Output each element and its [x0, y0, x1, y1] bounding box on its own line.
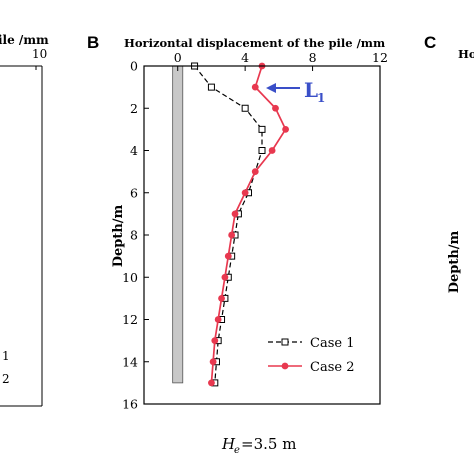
middle-panel: B Horizontal displacement of the pile /m… [87, 33, 388, 456]
caption-value: =3.5 m [241, 435, 296, 453]
right-axis-title-fragment: Ho [458, 47, 474, 61]
data-point-case2 [211, 337, 219, 345]
x-tick-labels: 0 4 8 12 [174, 50, 388, 65]
series-layer [191, 62, 289, 387]
data-point-case1 [258, 147, 266, 154]
caption-variable: H [221, 435, 236, 453]
data-point-case2 [208, 379, 215, 387]
legend-marker-case1 [281, 338, 289, 346]
panel-label-b: B [87, 33, 99, 52]
data-point-case2 [209, 358, 217, 366]
data-point-case2 [224, 252, 232, 260]
left-legend-fragment-2: 2 [2, 372, 10, 386]
left-legend-fragment-1: 1 [2, 349, 10, 363]
y-tick-label: 10 [122, 270, 138, 285]
left-tick-10: 10 [32, 47, 47, 61]
legend-marker-case2 [281, 362, 289, 370]
data-point-case1 [207, 83, 215, 91]
data-point-case2 [251, 168, 259, 176]
x-tick-label: 8 [309, 50, 317, 65]
annotation-subscript: 1 [317, 91, 325, 105]
annotation-arrow-head [266, 83, 276, 93]
annotation-l1: L 1 [266, 78, 325, 105]
data-point-case2 [241, 189, 249, 197]
y-tick-label: 8 [130, 228, 138, 243]
legend: Case 1 Case 2 [268, 336, 354, 375]
series-line-case2 [210, 65, 287, 383]
x-tick-label: 12 [372, 50, 388, 65]
legend-label-case1: Case 1 [310, 336, 354, 351]
data-point-case2 [272, 104, 279, 112]
data-point-case2 [268, 147, 276, 154]
pile-bar [172, 65, 184, 384]
y-tick-labels: 0 2 4 6 8 10 12 14 16 [122, 59, 138, 412]
right-y-axis-title: Depth/m [447, 230, 462, 293]
series-line-case1 [194, 65, 263, 383]
data-point-case1 [241, 104, 249, 112]
tick-marks [144, 65, 381, 405]
data-point-case1 [258, 125, 266, 133]
panel-caption: H e =3.5 m [221, 435, 296, 456]
x-tick-label: 4 [241, 50, 249, 65]
y-axis-title: Depth/m [111, 204, 126, 267]
y-tick-label: 6 [130, 185, 138, 200]
data-point-case2 [228, 231, 236, 239]
y-tick-label: 12 [122, 312, 138, 327]
y-tick-label: 0 [130, 59, 138, 74]
y-tick-label: 16 [122, 397, 138, 412]
data-point-case2 [282, 125, 289, 133]
y-tick-label: 2 [130, 101, 138, 116]
data-point-case2 [221, 273, 229, 281]
y-tick-label: 4 [130, 143, 138, 158]
data-point-case2 [214, 316, 222, 323]
x-axis-title: Horizontal displacement of the pile /mm [124, 36, 385, 50]
left-panel-fragment: ile /mm 10 1 2 [0, 33, 49, 407]
caption-subscript: e [234, 445, 240, 456]
data-point-case2 [218, 294, 225, 302]
panel-label-c: C [424, 33, 436, 52]
annotation-label: L [304, 78, 318, 102]
left-axis-title-fragment: ile /mm [0, 33, 49, 47]
x-tick-label: 0 [174, 50, 182, 65]
data-point-case2 [231, 210, 239, 218]
y-tick-label: 14 [122, 354, 138, 369]
data-point-case2 [251, 83, 259, 91]
legend-label-case2: Case 2 [310, 360, 354, 375]
